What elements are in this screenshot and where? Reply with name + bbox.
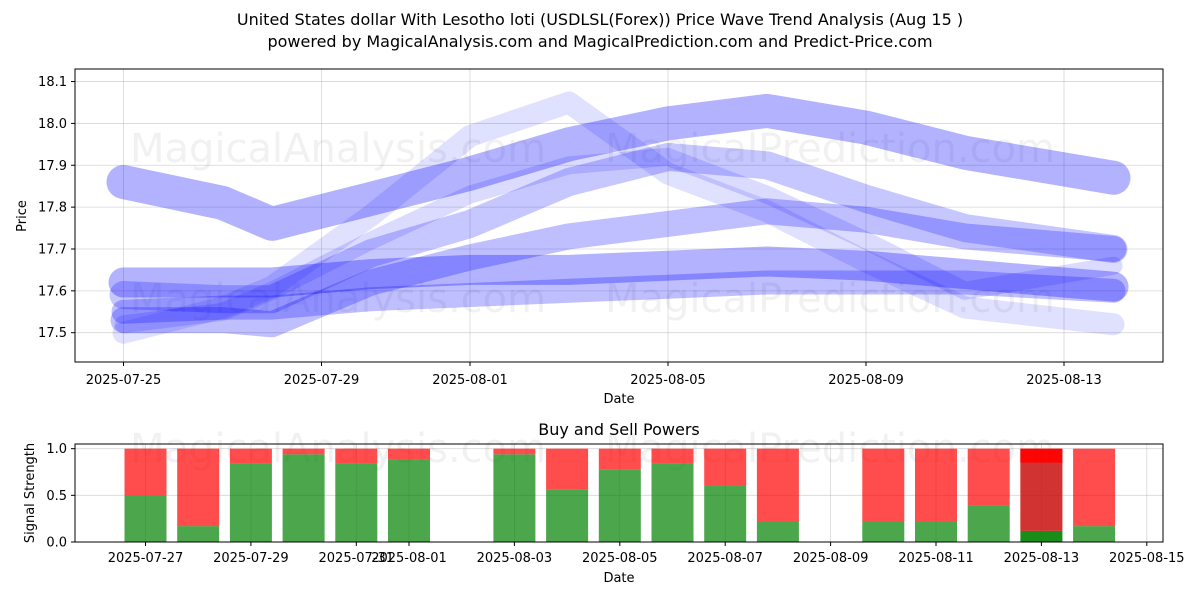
sell-power-bar (335, 448, 378, 464)
y-tick-label: 0.0 (46, 536, 67, 551)
buy-power-bar (493, 454, 536, 542)
x-tick-label: 2025-07-27 (108, 551, 184, 566)
buy-power-bar (1020, 530, 1063, 542)
wave-series-line (106, 93, 1131, 241)
sell-power-bar (598, 448, 641, 470)
buy-power-bar (388, 459, 430, 542)
y-tick-label: 18.0 (38, 117, 67, 132)
power-x-axis: 2025-07-27 2025-07-29 2025-07-312025-08-01… (108, 542, 1185, 566)
x-tick-label: 2025-08-01 (432, 373, 508, 388)
buy-power-bar (651, 463, 694, 542)
y-tick-label: 0.5 (46, 489, 67, 504)
x-tick-label: 2025-08-11 (898, 551, 974, 566)
price-y-label: Price (15, 200, 30, 232)
watermark-text: MagicalAnalysis.com (130, 126, 546, 172)
buy-power-bar (282, 454, 325, 542)
x-tick-label: 2025-08-13 (1026, 373, 1102, 388)
sell-power-bar (388, 448, 430, 460)
sell-power-bar (915, 448, 957, 522)
price-grid (75, 69, 1163, 362)
sell-power-bar (124, 448, 167, 496)
y-tick-label: 17.9 (38, 159, 67, 174)
x-tick-label: 2025-07-29 (213, 551, 289, 566)
buy-power-bar (862, 521, 905, 542)
sell-power-bar (967, 448, 1010, 506)
wave-series-line (112, 91, 1125, 344)
price-x-label: Date (603, 392, 634, 407)
x-tick-label: 2025-08-07 (687, 551, 763, 566)
buy-power-bar (967, 505, 1010, 542)
y-tick-label: 17.6 (38, 284, 67, 299)
power-bars (124, 448, 1116, 542)
power-x-label: Date (603, 571, 634, 586)
wave-series-line (111, 270, 1126, 324)
x-tick-label: 2025-08-09 (793, 551, 869, 566)
buy-power-bar (124, 495, 167, 542)
y-tick-label: 17.8 (38, 201, 67, 216)
power-y-label: Signal Strength (23, 443, 38, 543)
sell-power-bar (756, 448, 799, 522)
x-tick-label: 2025-08-01 (371, 551, 447, 566)
power-chart-title: Buy and Sell Powers (538, 420, 700, 439)
x-tick-label: 2025-07-29 (284, 373, 360, 388)
price-x-axis: 2025-07-25 2025-07-29 2025-08-01 2025-08-05… (86, 362, 1102, 388)
buy-power-bar (704, 485, 747, 542)
chart-title: United States dollar With Lesotho loti (… (236, 10, 964, 29)
sell-power-bar (1020, 448, 1063, 463)
x-tick-label: 2025-07-25 (86, 373, 162, 388)
sell-power-bar (493, 448, 536, 455)
y-tick-label: 18.1 (38, 75, 67, 90)
x-tick-label: 2025-08-09 (828, 373, 904, 388)
buy-power-bar (335, 463, 378, 542)
y-tick-label: 17.5 (38, 326, 67, 341)
wave-series-line (108, 246, 1129, 302)
sell-power-bar (704, 448, 747, 486)
buy-power-bar (756, 521, 799, 542)
wave-series-line (109, 142, 1128, 314)
buy-power-bar (546, 489, 589, 542)
price-y-axis: 17.5 17.6 17.7 17.8 17.9 18.0 18.1 (38, 75, 75, 341)
x-tick-label: 2025-08-15 (1109, 551, 1185, 566)
price-waves (106, 91, 1131, 344)
power-y-axis: 0.0 0.5 1.0 (46, 442, 75, 551)
buy-power-bar (177, 526, 220, 542)
sell-power-bar (862, 448, 905, 522)
watermark-text: MagicalPrediction.com (605, 126, 1055, 172)
price-watermarks: MagicalAnalysis.com MagicalPrediction.co… (130, 126, 1055, 322)
x-tick-label: 2025-08-03 (477, 551, 553, 566)
sell-power-bar (177, 448, 220, 527)
watermark-text: MagicalPrediction.com (605, 276, 1055, 322)
sell-power-bar (282, 448, 325, 455)
x-tick-label: 2025-08-05 (630, 373, 706, 388)
buy-power-bar (229, 463, 272, 542)
sell-power-bar (651, 448, 694, 464)
y-tick-label: 1.0 (46, 442, 67, 457)
sell-power-bar (546, 448, 589, 490)
y-tick-label: 17.7 (38, 242, 67, 257)
buy-power-bar (915, 521, 957, 542)
x-tick-label: 2025-07-31 (319, 551, 395, 566)
buy-power-bar (1073, 526, 1116, 542)
sell-power-bar (229, 448, 272, 464)
chart-subtitle: powered by MagicalAnalysis.com and Magic… (267, 32, 933, 51)
x-tick-label: 2025-08-13 (1004, 551, 1080, 566)
power-plot-frame (74, 443, 1164, 543)
sell-power-bar (1073, 448, 1116, 527)
x-tick-label: 2025-08-05 (582, 551, 658, 566)
watermark-text: MagicalAnalysis.com (130, 276, 546, 322)
wave-series-line (114, 147, 1123, 334)
wave-series-line (110, 198, 1127, 338)
price-plot-frame (74, 68, 1164, 363)
buy-power-bar (598, 469, 641, 542)
